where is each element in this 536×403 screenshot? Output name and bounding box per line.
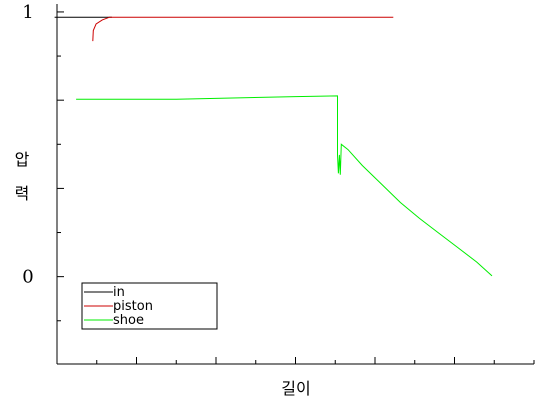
- y-axis-label-char: 력: [15, 184, 30, 203]
- y-axis-ticks: [57, 11, 64, 322]
- series-layer: [54, 16, 493, 277]
- legend-label-shoe: shoe: [113, 313, 144, 328]
- y-tick-label: 0: [22, 267, 33, 288]
- y-axis-tick-labels: 01: [22, 2, 33, 288]
- x-axis-label: 길이: [281, 379, 310, 398]
- y-axis-label: 압력: [15, 150, 30, 203]
- series-line-piston: [92, 16, 394, 42]
- y-tick-label: 1: [22, 2, 33, 23]
- legend-label-in: in: [113, 285, 125, 300]
- series-line-shoe: [76, 95, 493, 277]
- x-axis-ticks: [56, 357, 535, 364]
- legend-label-piston: piston: [113, 299, 153, 314]
- y-axis-label-char: 압: [15, 150, 30, 169]
